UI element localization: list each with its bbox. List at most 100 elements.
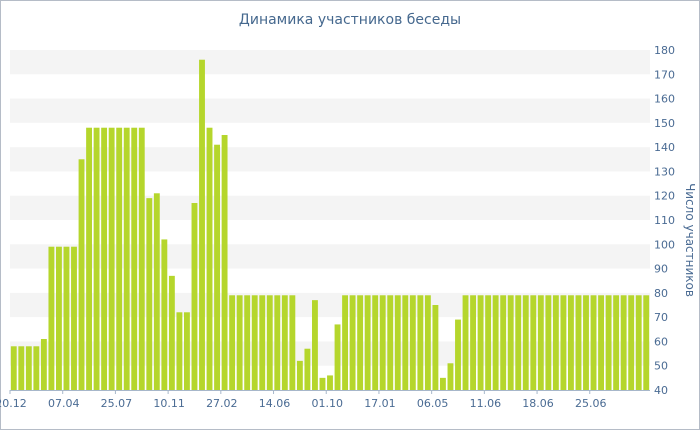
bar xyxy=(402,295,409,390)
bar xyxy=(146,198,153,390)
y-tick-label: 70 xyxy=(654,311,668,324)
bar xyxy=(116,127,123,390)
bar xyxy=(108,127,115,390)
y-tick-label: 150 xyxy=(654,117,675,130)
bar xyxy=(191,203,198,390)
bar xyxy=(304,348,311,390)
bar xyxy=(221,135,228,390)
bar xyxy=(387,295,394,390)
bar xyxy=(364,295,371,390)
bar xyxy=(266,295,273,390)
bar xyxy=(470,295,476,390)
x-tick-label: 07.04 xyxy=(48,397,80,410)
bar xyxy=(628,295,635,390)
bar xyxy=(25,346,32,390)
bar xyxy=(93,127,100,390)
bar xyxy=(86,127,92,390)
bar xyxy=(620,295,627,390)
bar xyxy=(492,295,499,390)
bar xyxy=(530,295,537,390)
y-tick-label: 90 xyxy=(654,263,668,276)
x-tick-label: 10.11 xyxy=(153,397,185,410)
bar xyxy=(590,295,597,390)
bar xyxy=(327,375,333,390)
bar xyxy=(199,59,205,390)
bar xyxy=(153,193,160,390)
bar xyxy=(48,246,55,390)
bar xyxy=(214,144,220,390)
bar xyxy=(477,295,484,390)
bar xyxy=(613,295,620,390)
x-tick-label: 27.02 xyxy=(206,397,238,410)
bar xyxy=(259,295,266,390)
bar xyxy=(168,275,175,390)
bar xyxy=(296,360,303,390)
x-axis-ticks: 20.12 07.04 25.07 10.11 27.02 14.06 01.10 17.01… xyxy=(0,390,607,410)
bar xyxy=(342,295,348,390)
y-tick-label: 60 xyxy=(654,335,668,348)
y-tick-label: 110 xyxy=(654,214,675,227)
bar xyxy=(10,346,17,390)
bar xyxy=(176,312,183,390)
bar xyxy=(394,295,401,390)
bar xyxy=(432,305,439,390)
y-tick-label: 140 xyxy=(654,141,675,154)
bar xyxy=(409,295,416,390)
y-tick-label: 80 xyxy=(654,287,668,300)
bar xyxy=(251,295,258,390)
bar xyxy=(447,363,454,390)
y-axis-ticks: 40 50 60 70 80 90 100 110 120 130 140 150 160 170 180 xyxy=(654,44,675,397)
bar xyxy=(598,295,604,390)
y-tick-label: 120 xyxy=(654,190,675,203)
bar xyxy=(131,127,138,390)
bar xyxy=(184,312,190,390)
x-tick-label: 18.06 xyxy=(522,397,554,410)
y-axis-label: Число участников xyxy=(683,183,697,297)
y-tick-label: 40 xyxy=(654,384,668,397)
bar xyxy=(515,295,522,390)
bar xyxy=(507,295,514,390)
bar xyxy=(424,295,431,390)
bar xyxy=(500,295,507,390)
bar xyxy=(560,295,567,390)
y-tick-label: 160 xyxy=(654,93,675,106)
bar xyxy=(101,127,108,390)
x-tick-label: 06.05 xyxy=(417,397,449,410)
bar xyxy=(349,295,356,390)
bar xyxy=(552,295,559,390)
grid-band xyxy=(10,50,650,75)
bar xyxy=(545,295,552,390)
bar xyxy=(485,295,492,390)
bar xyxy=(161,239,168,390)
bar xyxy=(33,346,40,390)
bar xyxy=(71,246,77,390)
bar xyxy=(244,295,251,390)
bar xyxy=(18,346,25,390)
x-tick-label: 01.10 xyxy=(311,397,343,410)
y-tick-label: 50 xyxy=(654,360,668,373)
bar xyxy=(372,295,379,390)
bar xyxy=(78,159,85,390)
chart-title: Динамика участников беседы xyxy=(238,12,462,28)
x-tick-label: 25.06 xyxy=(575,397,607,410)
bar xyxy=(56,246,62,390)
bar xyxy=(605,295,612,390)
bar xyxy=(455,319,461,390)
bar xyxy=(63,246,70,390)
bar xyxy=(236,295,243,390)
bar-series xyxy=(10,59,650,390)
bar xyxy=(379,295,386,390)
bar xyxy=(229,295,236,390)
bar xyxy=(462,295,469,390)
bar xyxy=(440,377,446,390)
bar xyxy=(319,377,326,390)
bar xyxy=(537,295,544,390)
bar xyxy=(123,127,130,390)
bar xyxy=(334,324,341,390)
y-tick-label: 170 xyxy=(654,68,675,81)
x-tick-label: 17.01 xyxy=(364,397,396,410)
bar xyxy=(289,295,296,390)
bar xyxy=(40,339,47,390)
bar xyxy=(643,295,650,390)
x-tick-label: 20.12 xyxy=(0,397,27,410)
